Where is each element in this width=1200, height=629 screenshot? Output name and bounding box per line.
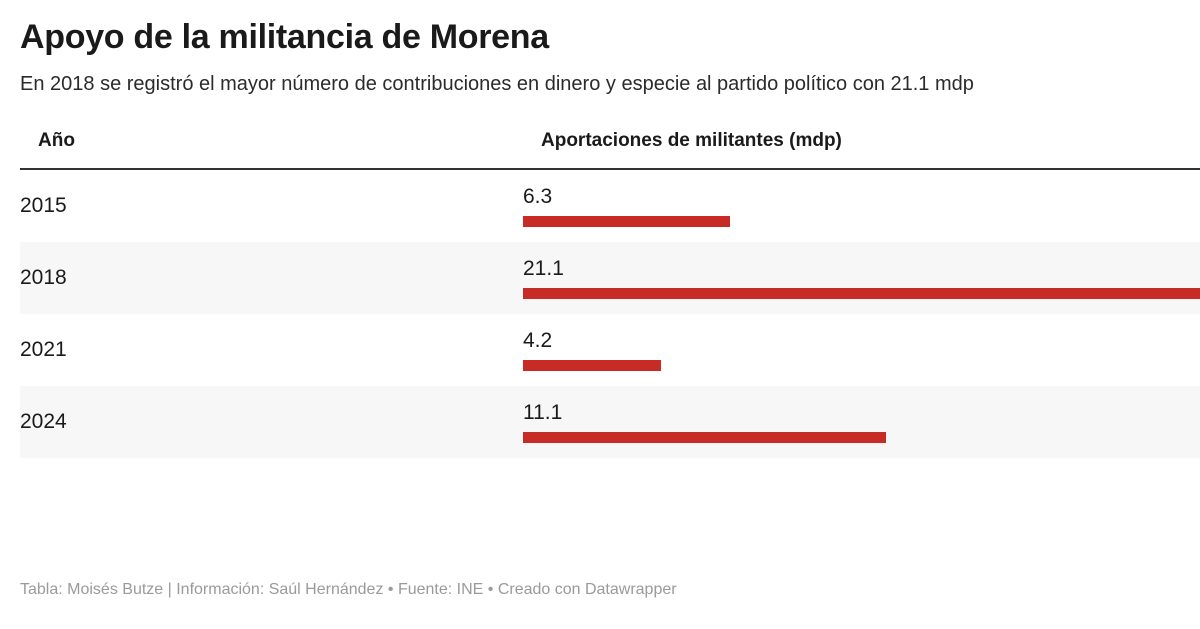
- table-head: Año Aportaciones de militantes (mdp): [20, 130, 1200, 171]
- chart-footer-credit: Tabla: Moisés Butze | Información: Saúl …: [20, 581, 677, 599]
- bar-cell-inner: 6.3: [523, 170, 1200, 242]
- cell-value-bar: 6.3: [523, 169, 1200, 242]
- table-row: 2018 21.1: [20, 242, 1200, 315]
- cell-year: 2024: [20, 410, 67, 434]
- bar-cell-inner: 11.1: [523, 386, 1200, 458]
- chart-title: Apoyo de la militancia de Morena: [20, 18, 549, 56]
- bar-track: [523, 359, 1200, 371]
- column-header-value[interactable]: Aportaciones de militantes (mdp): [523, 130, 1200, 171]
- bar-value-label: 21.1: [523, 256, 564, 280]
- cell-value-bar: 11.1: [523, 386, 1200, 458]
- cell-year: 2015: [20, 194, 67, 218]
- cell-value-bar: 21.1: [523, 242, 1200, 314]
- bar-track: [523, 287, 1200, 299]
- bar-cell-inner: 4.2: [523, 314, 1200, 386]
- data-table: Año Aportaciones de militantes (mdp) 201…: [20, 130, 1200, 459]
- bar-cell-inner: 21.1: [523, 242, 1200, 314]
- bar-value-label: 4.2: [523, 328, 553, 352]
- bar-fill: [523, 359, 661, 371]
- column-header-year[interactable]: Año: [20, 130, 523, 171]
- bar-fill: [523, 287, 1200, 299]
- table-container: Año Aportaciones de militantes (mdp) 201…: [0, 130, 1200, 459]
- table-body: 2015 6.3 2018 21.1: [20, 169, 1200, 459]
- table-row: 2024 11.1: [20, 386, 1200, 459]
- bar-track: [523, 431, 1200, 443]
- table-header-row: Año Aportaciones de militantes (mdp): [20, 130, 1200, 171]
- cell-year: 2018: [20, 266, 67, 290]
- bar-track: [523, 215, 1200, 227]
- bar-value-label: 6.3: [523, 184, 553, 208]
- chart-subtitle: En 2018 se registró el mayor número de c…: [20, 73, 974, 96]
- table-row: 2021 4.2: [20, 314, 1200, 386]
- bar-fill: [523, 215, 730, 227]
- chart-header: Apoyo de la militancia de Morena En 2018…: [0, 0, 1200, 98]
- bar-value-label: 11.1: [523, 400, 563, 424]
- cell-year: 2021: [20, 338, 67, 362]
- bar-fill: [523, 431, 887, 443]
- table-row: 2015 6.3: [20, 169, 1200, 242]
- cell-value-bar: 4.2: [523, 314, 1200, 386]
